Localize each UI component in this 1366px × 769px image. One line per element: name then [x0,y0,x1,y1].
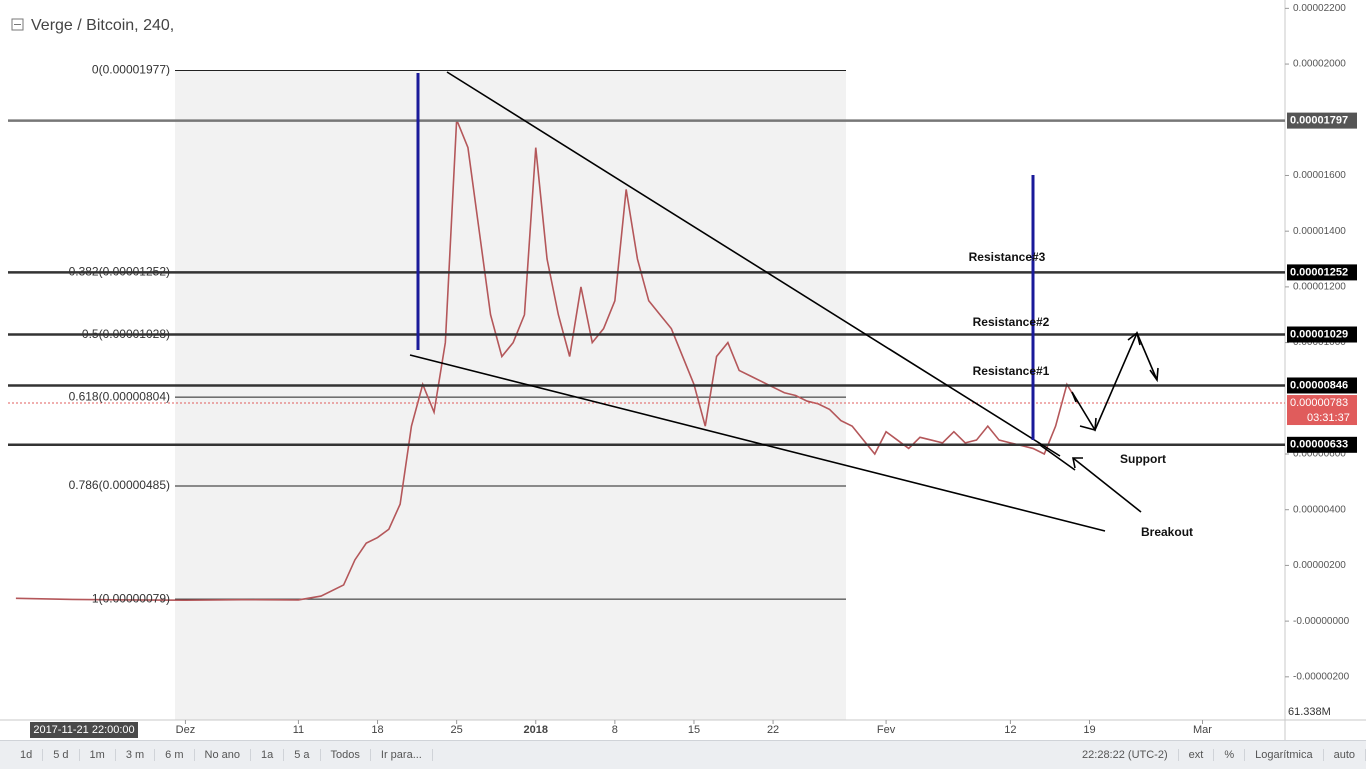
annotation: Breakout [1141,525,1193,539]
y-tick-label: 0.00001400 [1293,226,1346,237]
level-label: 0.00001029 [1290,328,1348,340]
x-tick-label: Mar [1193,724,1212,736]
range-button[interactable]: Todos [321,749,371,761]
y-tick-label: 0.00001600 [1293,170,1346,181]
fib-label: 0.786(0.00000485) [69,478,170,492]
y-tick-label: 0.00000400 [1293,504,1346,515]
range-button[interactable]: 6 m [155,749,195,761]
annotation: Resistance#2 [973,315,1050,329]
x-tick-label: 18 [371,724,383,736]
last-price-label: 0.00000783 [1290,397,1348,409]
annotation: Resistance#3 [969,250,1046,264]
y-tick-label: -0.00000000 [1293,616,1350,627]
x-tick-label: 25 [451,724,463,736]
level-box [1287,326,1357,343]
option-button[interactable]: ext [1179,749,1215,761]
x-tick-label: 19 [1083,724,1095,736]
annotation: Resistance#1 [973,364,1050,378]
clock: 22:28:22 (UTC-2) [1072,749,1179,761]
y-tick-label: 0.00001200 [1293,282,1346,293]
volume-label: 61.338M [1288,706,1331,718]
price-line [15,119,1079,602]
x-tick-label: Fev [877,724,896,736]
level-label: 0.00001797 [1290,115,1348,127]
last-price-box [1287,395,1357,426]
y-tick-label: 0.00001000 [1293,337,1346,348]
fib-label: 0.618(0.00000804) [69,389,170,403]
y-tick-label: 0.00002000 [1293,59,1346,70]
level-box [1287,436,1357,453]
countdown: 03:31:37 [1307,412,1350,424]
level-label: 0.00000846 [1290,379,1348,391]
fib-label: 0.382(0.00001252) [69,265,170,279]
option-button[interactable]: Logarítmica [1245,749,1324,761]
level-box [1287,377,1357,394]
option-button[interactable]: auto [1324,749,1366,761]
range-button[interactable]: 3 m [116,749,156,761]
chart: Verge / Bitcoin, 240, 2017-11-21 22:00:0… [0,0,1366,740]
fib-label: 1(0.00000079) [92,591,170,605]
x-tick-label: Dez [176,724,196,736]
annotation: Support [1120,452,1166,466]
range-button[interactable]: Ir para... [371,749,433,761]
y-tick-label: 0.00000200 [1293,560,1346,571]
range-button[interactable]: 1a [251,749,285,761]
y-tick-label: 0.00000600 [1293,449,1346,460]
y-tick-label: 0.00002200 [1293,3,1346,14]
level-box [1287,112,1357,129]
fib-label: 0.5(0.00001028) [82,327,170,341]
level-label: 0.00001252 [1290,266,1348,278]
level-box [1287,264,1357,281]
x-tick-label: 2018 [524,724,548,736]
x-tick-label: 15 [688,724,700,736]
chart-title: Verge / Bitcoin, 240, [31,17,174,34]
range-button[interactable]: 5 a [284,749,321,761]
range-button[interactable]: 1m [80,749,116,761]
range-button[interactable]: No ano [195,749,251,761]
x-tick-label: 22 [767,724,779,736]
cursor-date: 2017-11-21 22:00:00 [33,724,134,736]
level-label: 0.00000633 [1290,439,1348,451]
range-button[interactable]: 5 d [43,749,80,761]
fib-label: 0(0.00001977) [92,63,170,77]
option-button[interactable]: % [1214,749,1246,761]
x-tick-label: 12 [1004,724,1016,736]
x-tick-label: 11 [293,724,304,736]
x-tick-label: 8 [612,724,618,736]
range-button[interactable]: 1d [0,749,44,761]
y-tick-label: -0.00000200 [1293,671,1350,682]
